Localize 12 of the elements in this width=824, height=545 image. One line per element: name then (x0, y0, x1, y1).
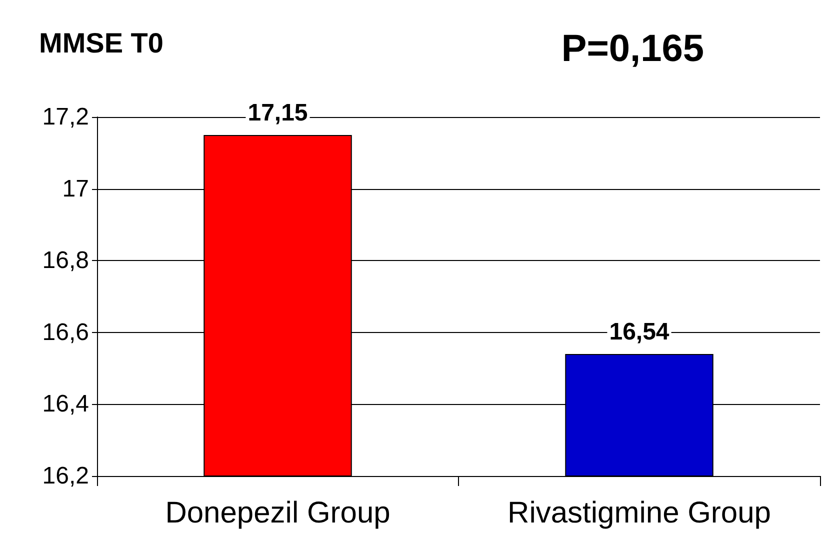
data-label: 16,54 (609, 318, 670, 346)
text: P=0,165 (561, 28, 704, 70)
y-tick-label: 16,4 (42, 390, 89, 418)
chart-title: MMSE T0 (39, 28, 164, 58)
x-tick-label: Rivastigmine Group (508, 496, 771, 530)
y-tick-label: 16,6 (42, 318, 89, 346)
data-label: 17,15 (248, 99, 308, 126)
y-tick-label: 17,2 (42, 104, 89, 130)
y-tick-label: 17 (62, 175, 89, 202)
x-tick-label: Donepezil Group (165, 496, 390, 530)
y-tick-label: 16,2 (42, 462, 89, 490)
y-tick-label: 16,8 (42, 247, 89, 274)
